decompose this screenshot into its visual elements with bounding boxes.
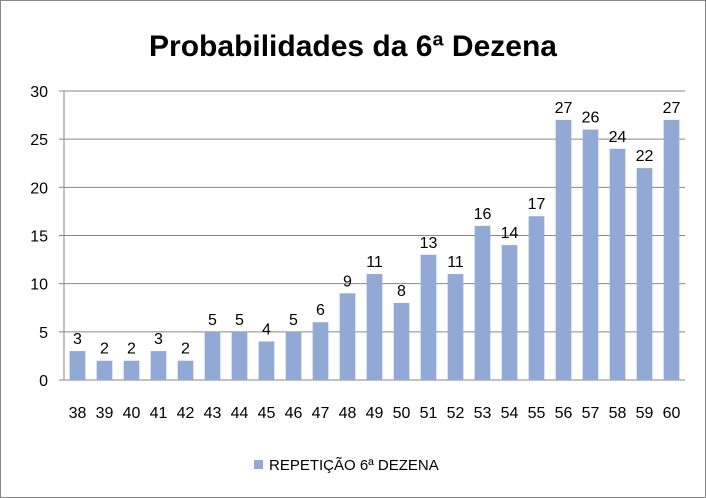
x-tick-label-40: 40 [123, 405, 141, 422]
legend-swatch [254, 460, 263, 469]
bar-48 [339, 293, 356, 380]
bar-45 [258, 341, 275, 380]
legend: REPETIÇÃO 6ª DEZENA [254, 457, 439, 474]
x-tick-label-59: 59 [636, 405, 654, 422]
bar-42 [177, 360, 194, 380]
data-label-58: 24 [609, 129, 627, 146]
y-tick-label: 30 [30, 84, 48, 101]
legend-label: REPETIÇÃO 6ª DEZENA [269, 457, 439, 474]
x-tick-label-53: 53 [474, 405, 492, 422]
bar-57 [582, 129, 599, 380]
x-tick-label-48: 48 [339, 405, 357, 422]
x-tick-label-50: 50 [393, 405, 411, 422]
data-label-55: 17 [528, 196, 546, 213]
bar-46 [285, 331, 302, 380]
bar-50 [393, 302, 410, 380]
data-label-43: 5 [208, 312, 217, 329]
data-label-40: 2 [127, 341, 136, 358]
data-label-49: 11 [366, 254, 383, 271]
y-tick-label: 0 [39, 373, 48, 390]
x-tick-label-44: 44 [231, 405, 249, 422]
x-tick-label-42: 42 [177, 405, 195, 422]
x-tick-label-52: 52 [447, 405, 465, 422]
bar-40 [123, 360, 140, 380]
data-label-44: 5 [235, 312, 244, 329]
data-label-57: 26 [582, 110, 600, 127]
data-label-42: 2 [181, 341, 190, 358]
bar-52 [447, 274, 464, 380]
bar-41 [150, 351, 167, 380]
bar-38 [69, 351, 86, 380]
bar-56 [555, 119, 572, 381]
x-tick-labels: 38 39 40 41 42 43 44 45 46 47 48 49 50 51 52 53 54 55 56 57… [69, 405, 681, 422]
x-tick-label-38: 38 [69, 405, 87, 422]
data-label-53: 16 [474, 206, 492, 223]
bar-47 [312, 322, 329, 380]
bar-58 [609, 148, 626, 380]
bar-59 [636, 168, 653, 380]
data-label-59: 22 [636, 148, 654, 165]
y-tick-label: 10 [30, 277, 48, 294]
x-tick-label-46: 46 [285, 405, 303, 422]
y-tick-label: 5 [39, 325, 48, 342]
data-label-45: 4 [262, 321, 271, 338]
x-tick-label-45: 45 [258, 405, 276, 422]
data-label-38: 3 [73, 331, 82, 348]
bar-49 [366, 274, 383, 380]
data-label-54: 14 [501, 225, 519, 242]
x-tick-label-47: 47 [312, 405, 330, 422]
data-label-56: 27 [555, 100, 573, 117]
x-tick-label-43: 43 [204, 405, 222, 422]
bar-54 [501, 245, 518, 380]
data-label-50: 8 [397, 283, 406, 300]
data-label-51: 13 [420, 235, 438, 252]
data-label-41: 3 [154, 331, 163, 348]
data-label-47: 6 [316, 302, 325, 319]
data-label-52: 11 [447, 254, 464, 271]
x-tick-label-49: 49 [366, 405, 384, 422]
x-tick-label-55: 55 [528, 405, 546, 422]
data-label-48: 9 [343, 273, 352, 290]
bar-55 [528, 216, 545, 380]
y-tick-label: 25 [30, 132, 48, 149]
bar-44 [231, 331, 248, 380]
bar-60 [663, 119, 680, 381]
x-tick-label-51: 51 [420, 405, 438, 422]
data-label-39: 2 [100, 341, 109, 358]
data-label-46: 5 [289, 312, 298, 329]
y-tick-labels: 0 5 10 15 20 25 30 [30, 84, 48, 390]
bar-51 [420, 254, 437, 380]
bar-39 [96, 360, 113, 380]
x-tick-label-58: 58 [609, 405, 627, 422]
bar-53 [474, 225, 491, 380]
y-tick-label: 20 [30, 180, 48, 197]
chart-title: Probabilidades da 6ª Dezena [149, 30, 557, 63]
x-tick-label-54: 54 [501, 405, 519, 422]
x-tick-label-41: 41 [150, 405, 168, 422]
x-tick-label-56: 56 [555, 405, 573, 422]
data-label-60: 27 [663, 100, 681, 117]
x-tick-label-57: 57 [582, 405, 600, 422]
x-tick-label-60: 60 [663, 405, 681, 422]
x-tick-label-39: 39 [96, 405, 114, 422]
bar-43 [204, 331, 221, 380]
bars [69, 119, 680, 381]
y-tick-label: 15 [30, 229, 48, 246]
